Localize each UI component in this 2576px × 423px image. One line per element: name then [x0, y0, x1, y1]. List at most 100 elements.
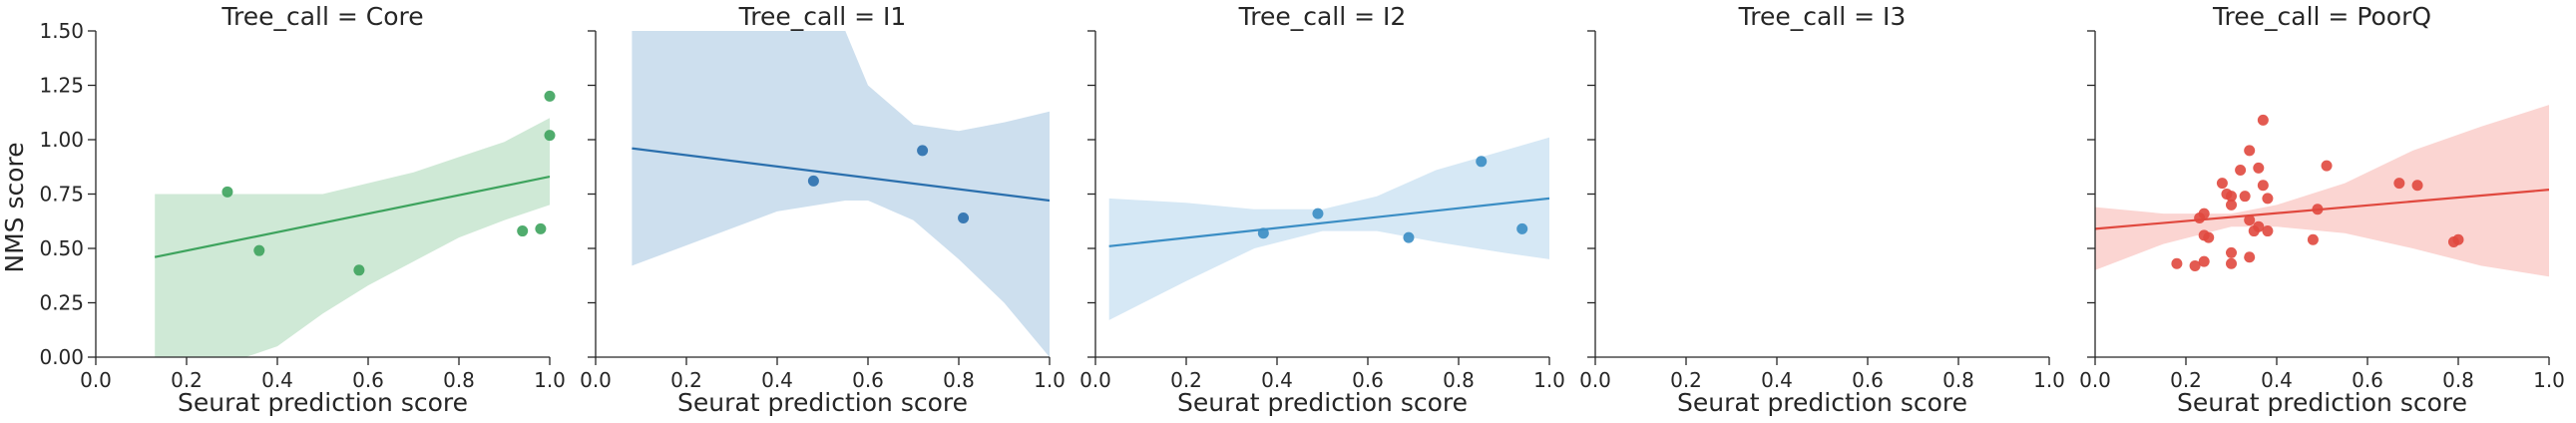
data-point: [2216, 178, 2228, 190]
x-tick-label: 0.2: [1170, 368, 1202, 392]
data-point: [2244, 214, 2256, 226]
facet-title: Tree_call = PoorQ: [2212, 2, 2431, 31]
plot-area: [2095, 105, 2549, 277]
facet-title: Tree_call = I1: [738, 2, 907, 31]
x-tick-label: 0.6: [1352, 368, 1384, 392]
x-tick-label: 0.0: [1579, 368, 1611, 392]
data-point: [2198, 255, 2210, 267]
data-point: [544, 90, 556, 102]
data-point: [2189, 259, 2201, 271]
facet-title: Tree_call = I2: [1238, 2, 1407, 31]
data-point: [958, 212, 970, 223]
y-tick-label: 0.75: [39, 183, 84, 207]
data-point: [2321, 160, 2333, 172]
data-point: [2393, 178, 2405, 190]
x-axis-label: Seurat prediction score: [1177, 388, 1468, 417]
x-tick-label: 1.0: [1034, 368, 1066, 392]
x-tick-label: 0.2: [171, 368, 203, 392]
data-point: [353, 264, 365, 276]
facet-panel: 0.0 0.2 0.4 0.6 0.8 1.0 Tree_call = PoorQ Seura…: [2079, 2, 2565, 417]
x-tick-label: 0.4: [1261, 368, 1293, 392]
y-tick-label: 1.00: [39, 128, 84, 152]
confidence-band: [632, 31, 1050, 357]
data-point: [2257, 180, 2269, 192]
data-point: [2239, 191, 2251, 203]
x-axis-label: Seurat prediction score: [2177, 388, 2467, 417]
data-point: [2235, 165, 2247, 177]
data-point: [2198, 208, 2210, 219]
data-point: [1257, 227, 1269, 239]
data-point: [2253, 220, 2265, 232]
data-point: [2257, 114, 2269, 126]
data-point: [517, 225, 529, 237]
x-tick-label: 1.0: [2033, 368, 2065, 392]
data-point: [2262, 193, 2274, 205]
plot-area: [154, 118, 550, 357]
data-point: [1403, 231, 1415, 243]
facet-panel: 0.0 0.2 0.4 0.6 0.8 1.0 Tree_call = I1 Seurat p…: [580, 2, 1066, 417]
facet-panel: 0.0 0.2 0.4 0.6 0.8 1.0 0.00 0.25 0.50 0.75 1.00 1.…: [39, 2, 565, 417]
data-point: [544, 130, 556, 142]
data-point: [2226, 191, 2237, 203]
confidence-band: [1108, 137, 1549, 320]
x-tick-label: 0.4: [2261, 368, 2293, 392]
x-tick-label: 0.2: [670, 368, 702, 392]
x-tick-label: 0.8: [1443, 368, 1475, 392]
data-point: [2253, 162, 2265, 174]
data-point: [2452, 233, 2464, 245]
x-tick-label: 0.8: [443, 368, 475, 392]
regression-line: [154, 175, 550, 258]
confidence-band: [2095, 105, 2549, 277]
regression-line: [1108, 197, 1549, 247]
data-point: [2244, 251, 2256, 263]
x-tick-label: 0.4: [761, 368, 793, 392]
x-axis-label: Seurat prediction score: [178, 388, 468, 417]
y-axis-label: NMS score: [0, 142, 29, 272]
x-axis-label: Seurat prediction score: [1677, 388, 1967, 417]
x-tick-label: 0.6: [852, 368, 884, 392]
data-point: [1312, 208, 1324, 219]
data-point: [1516, 222, 1528, 234]
facet-panel: 0.0 0.2 0.4 0.6 0.8 1.0 Tree_call = I2 Seurat p…: [1079, 2, 1565, 417]
data-point: [2411, 180, 2423, 192]
data-point: [2244, 145, 2256, 157]
x-tick-label: 0.0: [80, 368, 112, 392]
x-tick-label: 0.6: [352, 368, 384, 392]
x-tick-label: 1.0: [2533, 368, 2565, 392]
y-tick-label: 0.50: [39, 236, 84, 260]
data-point: [2226, 257, 2237, 269]
x-tick-label: 0.0: [2079, 368, 2111, 392]
x-axis-label: Seurat prediction score: [677, 388, 968, 417]
data-point: [2307, 233, 2319, 245]
data-point: [1476, 156, 1488, 168]
confidence-band: [155, 118, 550, 357]
x-tick-label: 0.4: [1761, 368, 1793, 392]
facet-panels: 0.0 0.2 0.4 0.6 0.8 1.0 0.00 0.25 0.50 0.75 1.00 1.…: [39, 2, 2564, 417]
data-point: [2226, 199, 2237, 211]
x-tick-label: 0.8: [1942, 368, 1974, 392]
facet-title: Tree_call = I3: [1738, 2, 1907, 31]
plot-area: [1108, 137, 1549, 320]
data-point: [2203, 231, 2215, 243]
regression-line: [632, 147, 1050, 203]
data-point: [917, 145, 929, 157]
y-tick-label: 1.25: [39, 74, 84, 98]
data-point: [221, 186, 233, 198]
data-point: [2312, 204, 2324, 215]
data-point: [2171, 257, 2183, 269]
x-tick-label: 0.0: [580, 368, 612, 392]
x-tick-label: 0.0: [1079, 368, 1111, 392]
y-tick-label: 1.50: [39, 19, 84, 43]
x-tick-label: 0.8: [943, 368, 975, 392]
x-tick-label: 0.2: [2170, 368, 2202, 392]
x-tick-label: 1.0: [1533, 368, 1565, 392]
x-tick-label: 0.2: [1670, 368, 1702, 392]
x-tick-label: 0.6: [1852, 368, 1884, 392]
data-point: [253, 244, 265, 256]
data-point: [535, 222, 547, 234]
y-tick-label: 0.25: [39, 291, 84, 315]
x-tick-label: 0.4: [261, 368, 293, 392]
facet-title: Tree_call = Core: [220, 2, 423, 31]
x-tick-label: 0.8: [2442, 368, 2474, 392]
